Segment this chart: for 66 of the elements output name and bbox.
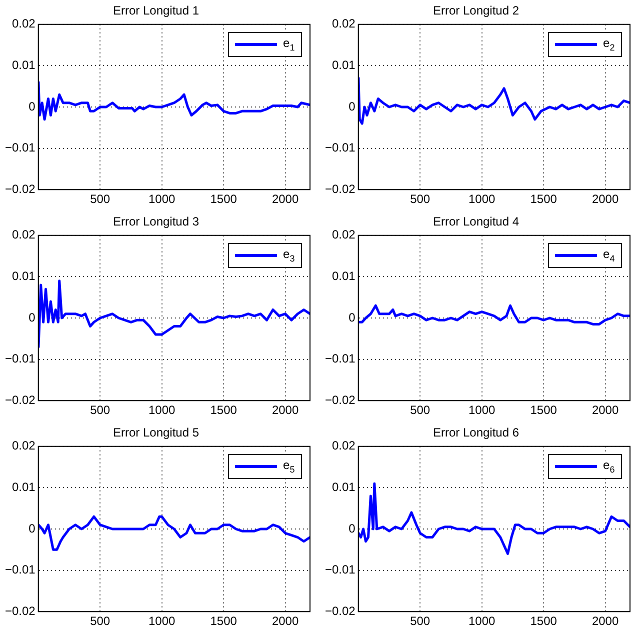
- y-tick-label: 0.01: [12, 58, 36, 72]
- y-tick-label: 0.02: [332, 16, 356, 31]
- x-tick-label: 1500: [210, 614, 238, 628]
- x-tick-label: 2000: [592, 403, 619, 418]
- x-tick-label: 2000: [272, 614, 299, 628]
- chart-title: Error Longitud 1: [112, 4, 200, 18]
- legend-label: e$_{4}$: [603, 247, 615, 264]
- y-tick-label: −0.02: [4, 182, 36, 196]
- y-tick-label: 0: [28, 310, 36, 324]
- y-tick-label: 0.02: [332, 228, 356, 242]
- y-tick-label: −0.02: [324, 604, 356, 618]
- x-tick-label: 1500: [210, 192, 238, 206]
- y-tick-label: −0.01: [324, 140, 356, 155]
- y-tick-label: −0.02: [324, 182, 356, 196]
- y-tick-label: 0.01: [12, 269, 36, 284]
- y-tick-label: −0.02: [4, 604, 36, 618]
- y-tick-label: −0.01: [4, 562, 36, 577]
- x-tick-label: 2000: [272, 192, 299, 206]
- y-tick-label: −0.02: [324, 392, 356, 407]
- y-tick-label: −0.01: [324, 562, 356, 577]
- y-tick-label: −0.02: [4, 392, 36, 407]
- legend-label: e$_{6}$: [603, 458, 615, 475]
- y-tick-label: 0: [348, 310, 356, 324]
- y-tick-label: −0.01: [4, 352, 36, 366]
- chart-title: Error Longitud 4: [432, 214, 520, 229]
- y-tick-label: 0.01: [332, 269, 356, 284]
- y-tick-label: −0.01: [4, 140, 36, 155]
- x-tick-label: 500: [410, 614, 430, 628]
- x-tick-label: 2000: [592, 192, 619, 206]
- x-tick-label: 1000: [148, 192, 176, 206]
- x-tick-label: 1000: [148, 614, 176, 628]
- y-tick-label: 0.02: [12, 228, 36, 242]
- x-tick-label: 1500: [530, 614, 558, 628]
- x-tick-label: 500: [410, 403, 430, 418]
- x-tick-label: 1500: [530, 192, 558, 206]
- chart-title: Error Longitud 3: [112, 214, 200, 229]
- x-tick-label: 500: [410, 192, 430, 206]
- y-tick-label: 0: [348, 99, 356, 114]
- chart-title: Error Longitud 6: [432, 426, 520, 440]
- legend-label: e$_{3}$: [283, 247, 295, 264]
- x-tick-label: 1500: [210, 403, 238, 418]
- y-tick-label: 0.02: [12, 16, 36, 31]
- x-tick-label: 500: [90, 192, 110, 206]
- x-tick-label: 2000: [592, 614, 619, 628]
- y-tick-label: 0: [28, 521, 36, 536]
- chart-title: Error Longitud 2: [432, 4, 520, 18]
- y-tick-label: 0.02: [12, 438, 36, 453]
- x-tick-label: 2000: [272, 403, 299, 418]
- y-tick-label: 0: [348, 521, 356, 536]
- legend-label: e$_{2}$: [603, 36, 615, 53]
- y-tick-label: 0.02: [332, 438, 356, 453]
- x-tick-label: 1500: [530, 403, 558, 418]
- y-tick-label: 0: [28, 99, 36, 114]
- y-tick-label: 0.01: [12, 480, 36, 494]
- y-tick-label: 0.01: [332, 480, 356, 494]
- x-tick-label: 1000: [468, 614, 496, 628]
- legend-label: e$_{5}$: [283, 458, 295, 475]
- legend-label: e$_{1}$: [283, 36, 295, 53]
- x-tick-label: 500: [90, 403, 110, 418]
- chart-title: Error Longitud 5: [112, 426, 200, 440]
- y-tick-label: 0.01: [332, 58, 356, 72]
- x-tick-label: 1000: [148, 403, 176, 418]
- y-tick-label: −0.01: [324, 352, 356, 366]
- x-tick-label: 1000: [468, 192, 496, 206]
- x-tick-label: 1000: [468, 403, 496, 418]
- x-tick-label: 500: [90, 614, 110, 628]
